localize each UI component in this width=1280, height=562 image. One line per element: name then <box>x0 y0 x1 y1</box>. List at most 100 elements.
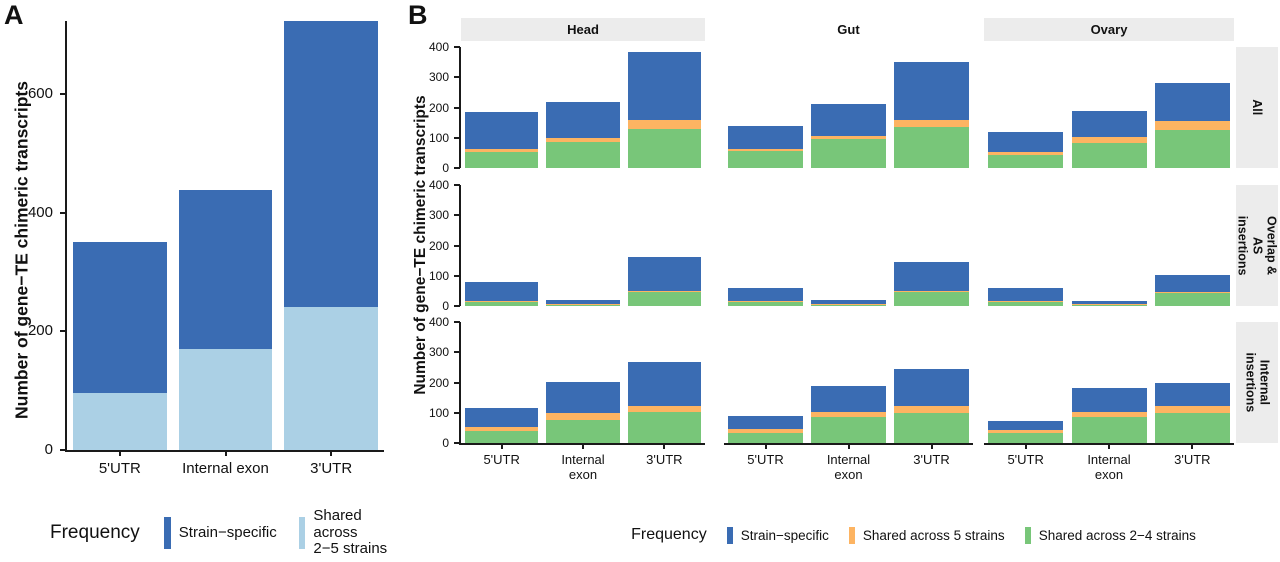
bar-segment-shared_5_strains <box>1154 121 1230 130</box>
facet-strip-ovary: Ovary <box>984 18 1234 41</box>
bar-segment-shared_5_strains <box>988 300 1064 302</box>
y-tick-mark <box>454 167 460 169</box>
y-tick-mark <box>454 351 460 354</box>
bar-segment-shared_5_strains <box>1071 411 1147 418</box>
x-tick-mark <box>118 450 121 456</box>
legend-key-strain_specific <box>726 526 733 544</box>
bar-segment-strain_specific <box>811 104 886 136</box>
y-tick-mark <box>454 76 460 79</box>
facet-panel <box>724 185 973 306</box>
bar-segment-shared_2_4_strains <box>627 292 701 306</box>
bar-segment-shared_2_4_strains <box>811 304 886 306</box>
legend-item-label: Shared across 5 strains <box>862 527 1005 543</box>
panel-b-plot: Head Gut Ovary All Overlap & AS insertions In… <box>405 0 1280 562</box>
facet-strip-gut: Gut <box>724 18 973 41</box>
bar-segment-shared_5_strains <box>894 290 969 292</box>
bar-segment-shared_2_5_strains <box>178 348 273 450</box>
facet-panel <box>984 47 1234 168</box>
facet-panel <box>459 185 705 306</box>
legend-item: Shared across 2−4 strains <box>1024 526 1196 544</box>
bar-segment-shared_2_4_strains <box>811 417 886 443</box>
y-tick-mark <box>454 411 460 414</box>
bar-segment-strain_specific <box>811 386 886 412</box>
bar-segment-shared_2_4_strains <box>627 411 701 443</box>
x-tick-mark <box>500 443 503 449</box>
facet-panel <box>984 322 1234 445</box>
y-tick-label: 0 <box>442 161 449 175</box>
bar-segment-shared_2_4_strains <box>1071 417 1147 443</box>
bar-segment-shared_2_4_strains <box>546 142 620 168</box>
legend-item-label: Strain−specific <box>178 523 277 541</box>
facet-strip-row: Overlap & AS insertions <box>1236 185 1279 306</box>
y-tick-label: 200 <box>428 100 449 115</box>
legend-item-label: Strain−specific <box>740 527 829 543</box>
bar-segment-shared_2_4_strains <box>988 301 1064 306</box>
legend-item: Strain−specific <box>163 517 277 549</box>
y-tick-label: 400 <box>428 315 449 329</box>
x-tick-mark <box>582 443 584 449</box>
bar-segment-strain_specific <box>988 420 1064 430</box>
bar-segment-strain_specific <box>465 408 539 428</box>
x-tick-mark <box>663 443 666 449</box>
legend-key-shared_5_strains <box>848 526 855 544</box>
x-category-label: Internal exon <box>1087 452 1131 483</box>
facet-panel <box>984 185 1234 306</box>
y-tick-label: 100 <box>428 405 449 420</box>
bar-segment-shared_5_strains <box>546 413 620 421</box>
y-tick-mark <box>454 184 460 186</box>
bar-segment-shared_2_4_strains <box>988 154 1064 168</box>
facet-strip-row: All <box>1236 47 1278 168</box>
bar-segment-strain_specific <box>465 282 539 302</box>
x-category-label: 3'UTR <box>646 452 683 467</box>
bar-segment-shared_5_strains <box>627 120 701 129</box>
bar-segment-shared_5_strains <box>1071 137 1147 143</box>
bar-segment-strain_specific <box>627 52 701 121</box>
bar-segment-shared_2_4_strains <box>1071 304 1147 306</box>
bar-segment-shared_2_4_strains <box>894 291 969 306</box>
bar-segment-shared_5_strains <box>811 135 886 140</box>
panel-a: A Number of gene−TE chimeric transcripts… <box>0 0 405 562</box>
y-tick-label: 100 <box>428 268 449 283</box>
bar-segment-strain_specific <box>988 132 1064 152</box>
y-tick-label: 400 <box>27 203 53 221</box>
bar-segment-strain_specific <box>627 362 701 407</box>
y-tick-label: 300 <box>428 208 449 223</box>
legend-title: Frequency <box>631 526 707 543</box>
legend-key-strain_specific <box>163 517 171 549</box>
x-tick-mark <box>930 443 933 449</box>
y-tick-label: 300 <box>428 345 449 360</box>
y-tick-mark <box>454 244 460 247</box>
panel-b: B Number of gene−TE chimeric transcripts… <box>405 0 1280 562</box>
legend-item-label: Shared across 2−4 strains <box>1038 527 1196 543</box>
facet-panel <box>724 322 973 445</box>
bar-segment-shared_5_strains <box>465 149 539 153</box>
bar-segment-shared_5_strains <box>546 137 620 143</box>
y-tick-label: 200 <box>27 322 53 340</box>
bar-segment-shared_5_strains <box>627 291 701 293</box>
y-tick-mark <box>454 381 460 384</box>
bar-segment-strain_specific <box>894 61 969 121</box>
y-tick-mark <box>454 442 460 444</box>
x-tick-mark <box>224 450 227 456</box>
y-tick-mark <box>60 211 67 214</box>
legend-item: Shared across 2−5 strains <box>298 507 405 558</box>
bar-segment-shared_5_strains <box>988 151 1064 155</box>
bar-segment-shared_2_4_strains <box>1154 412 1230 443</box>
legend-items: Strain−specific Shared across 5 strains Sh… <box>726 526 1196 544</box>
bar-segment-shared_2_4_strains <box>811 139 886 168</box>
panel-a-label: A <box>4 0 24 30</box>
y-tick-mark <box>454 46 460 48</box>
x-tick-mark <box>330 450 333 456</box>
x-tick-mark <box>764 443 767 449</box>
bar-segment-strain_specific <box>894 369 969 407</box>
panel-b-label: B <box>408 0 428 30</box>
y-tick-mark <box>454 321 460 323</box>
x-tick-mark <box>1024 443 1027 449</box>
facet-strip-head: Head <box>461 18 705 41</box>
x-category-label: 3'UTR <box>913 452 950 467</box>
bar-segment-strain_specific <box>546 381 620 414</box>
bar-segment-shared_5_strains <box>465 427 539 431</box>
y-tick-mark <box>454 274 460 277</box>
facet-strip-row-label: All <box>1250 99 1265 116</box>
x-category-label: Internal exon <box>826 452 871 483</box>
